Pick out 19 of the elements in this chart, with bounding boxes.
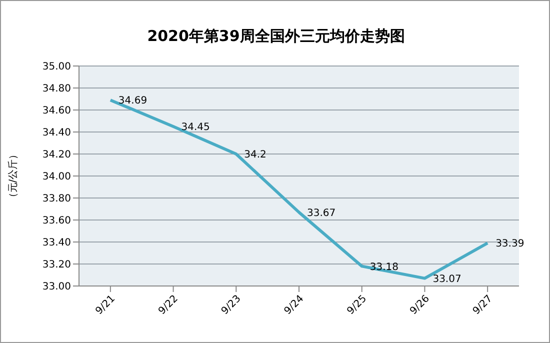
data-label: 33.67 [307,208,336,219]
y-tick-label: 33.20 [42,260,71,271]
data-label: 33.07 [432,274,462,285]
y-tick-label: 33.40 [42,238,71,249]
y-tick-label: 34.40 [42,128,71,139]
y-tick-label: 34.60 [42,106,71,117]
y-tick-label: 35.00 [42,62,71,73]
y-tick-label: 33.00 [42,282,71,293]
y-tick-label: 33.80 [42,194,71,205]
y-tick-label: 34.20 [42,150,71,161]
y-tick-label: 34.80 [42,84,71,95]
chart-title: 2020年第39周全国外三元均价走势图 [146,27,406,46]
data-label: 34.2 [244,150,266,161]
y-axis-title: （元/公斤） [6,149,20,203]
data-label: 34.45 [181,122,210,134]
data-label: 34.69 [118,96,148,107]
y-tick-label: 34.00 [42,172,71,183]
y-tick-label: 33.60 [42,216,71,227]
data-label: 33.39 [496,238,524,250]
